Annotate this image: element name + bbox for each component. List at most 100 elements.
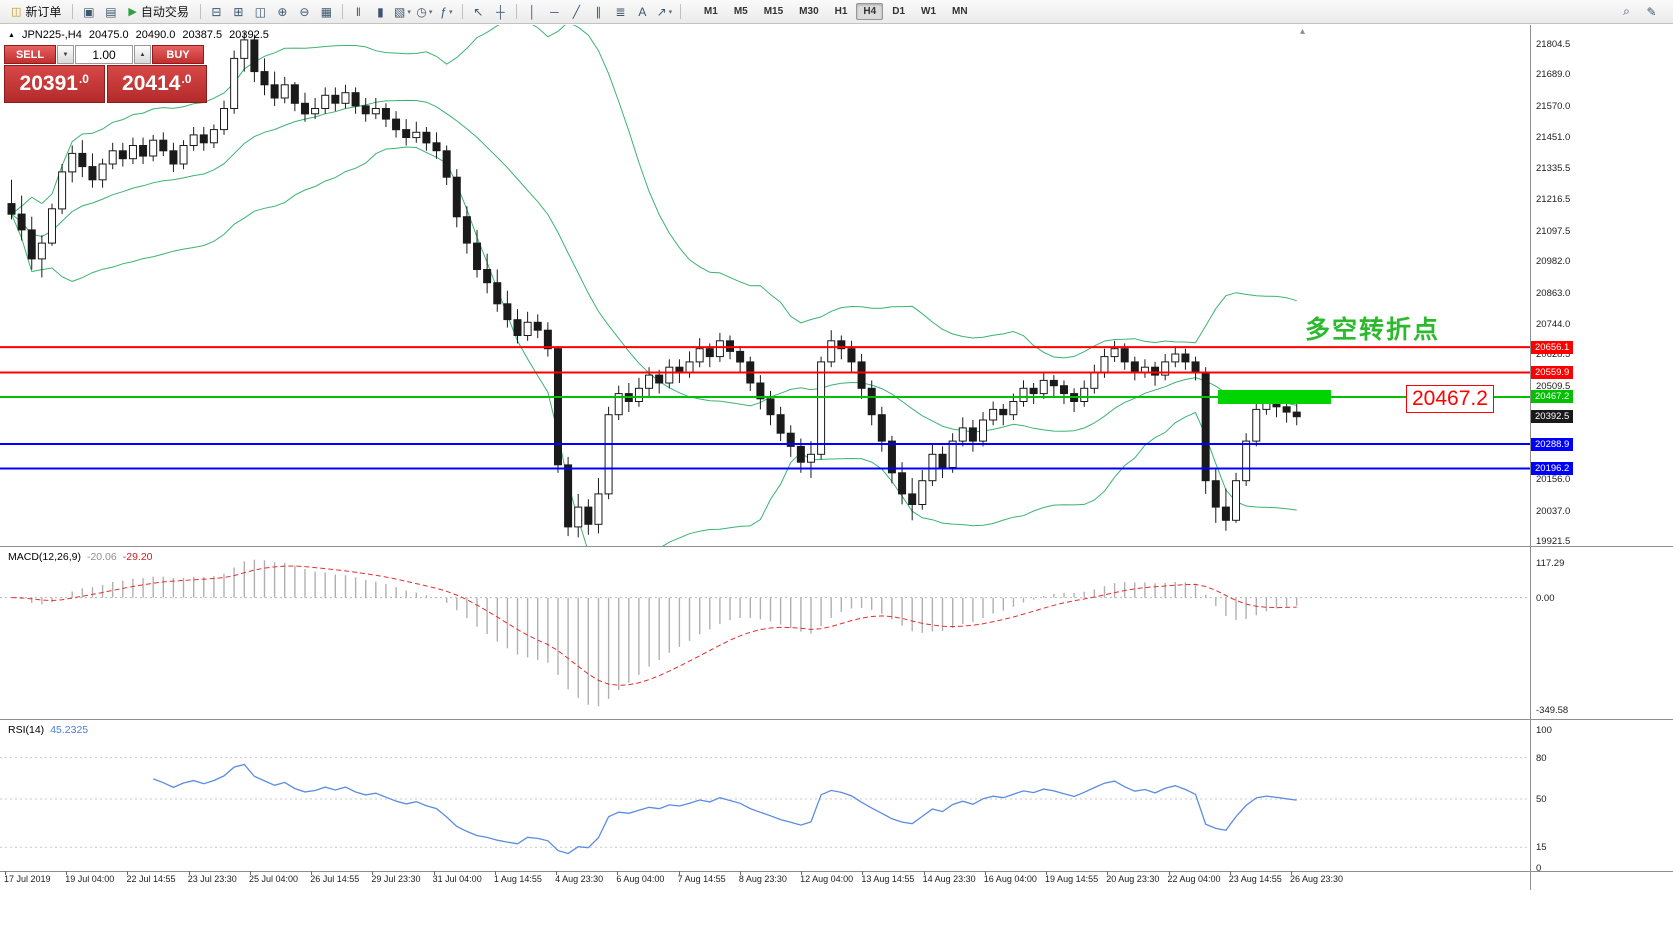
buy-button[interactable]: BUY (152, 45, 204, 64)
tile-horizontal-icon[interactable]: ⊟ (211, 4, 222, 19)
price-chart[interactable] (0, 25, 1530, 546)
candle (68, 145, 77, 183)
zoom-in-icon[interactable]: ⊕ (277, 4, 288, 19)
candle (371, 98, 380, 120)
panel-splitter[interactable] (0, 546, 1673, 547)
timeframe-button-h1[interactable]: H1 (834, 6, 848, 17)
timeframe-button-h4[interactable]: H4 (856, 3, 884, 20)
ohlc-close: 20392.5 (229, 29, 269, 41)
price-axis-label: 19921.5 (1536, 536, 1571, 547)
zoom-out-icon[interactable]: ⊖ (299, 4, 310, 19)
rsi-value: 45.2325 (50, 724, 89, 736)
timeframe-button-w1[interactable]: W1 (921, 6, 937, 17)
highlight-rectangle-object[interactable] (1218, 389, 1331, 404)
time-axis-tick (923, 871, 925, 875)
candle (1029, 383, 1038, 405)
panel-splitter[interactable] (0, 719, 1673, 720)
indicators-icon[interactable]: ƒ (436, 2, 457, 21)
buy-price-display[interactable]: 20414.0 (106, 65, 207, 103)
vertical-line-icon[interactable]: │ (528, 4, 537, 19)
macd-axis-label: -349.58 (1536, 705, 1569, 716)
new-chart-icon[interactable]: ▧ (392, 2, 413, 21)
candle (1059, 380, 1068, 405)
time-axis-label: 22 Aug 04:00 (1167, 874, 1221, 884)
sell-price-frac: .0 (78, 72, 89, 86)
crosshair-icon[interactable]: ┼ (496, 4, 505, 19)
candle (1110, 340, 1119, 362)
period-icon[interactable]: ◷ (414, 2, 435, 21)
candle (270, 71, 279, 106)
edit-icon[interactable]: ✎ (1646, 4, 1657, 19)
candle (543, 322, 552, 357)
timeframe-button-m1[interactable]: M1 (703, 6, 718, 17)
candle (442, 145, 451, 186)
candle (1140, 359, 1149, 378)
candle (1070, 388, 1079, 413)
timeframe-button-m30[interactable]: M30 (799, 6, 819, 17)
macd-axis-label: 117.29 (1536, 558, 1565, 569)
candle (139, 137, 148, 164)
candle (159, 132, 168, 156)
scroll-to-latest-icon[interactable]: ▴ (1300, 26, 1306, 37)
candle (392, 111, 401, 138)
macd-panel[interactable] (0, 548, 1530, 718)
price-axis-label: 20037.0 (1536, 505, 1571, 517)
search-icon[interactable]: ⌕ (1623, 4, 1630, 18)
one-click-trading-panel: SELL ▼ ▲ BUY 20391.0 20414.0 (4, 45, 207, 103)
arrows-icon[interactable]: ↗ (654, 2, 675, 21)
volume-up-button[interactable]: ▲ (134, 45, 151, 64)
candle (1181, 348, 1190, 370)
candle (817, 356, 826, 460)
sell-button[interactable]: SELL (4, 45, 56, 64)
timeframe-button-m5[interactable]: M5 (733, 6, 748, 17)
timeframe-button-d1[interactable]: D1 (892, 6, 906, 17)
time-axis-tick (433, 871, 435, 875)
rsi-panel[interactable] (0, 721, 1530, 870)
candle (169, 142, 178, 172)
toolbar-separator (461, 4, 463, 19)
bollinger-upper-band (11, 25, 1297, 359)
fibonacci-icon[interactable]: ≣ (615, 4, 626, 19)
market-watch-icon[interactable]: ▤ (105, 4, 117, 19)
text-label-icon[interactable]: A (638, 4, 647, 19)
trendline-icon[interactable]: ╱ (572, 4, 581, 19)
candle (209, 124, 218, 149)
turning-point-annotation[interactable]: 多空转折点 (1305, 316, 1441, 344)
time-axis-label: 19 Aug 14:55 (1045, 874, 1099, 884)
price-axis-border (1530, 25, 1531, 890)
candle (857, 354, 866, 399)
horizontal-line-icon[interactable]: ─ (550, 4, 559, 19)
timeframe-button-mn[interactable]: MN (952, 6, 968, 17)
ohlc-low: 20387.5 (182, 29, 223, 41)
candle (260, 58, 269, 96)
candle (1039, 372, 1048, 399)
time-axis-tick (311, 871, 313, 875)
cascade-windows-icon[interactable]: ◫ (254, 4, 267, 19)
equidistant-channel-icon[interactable]: ∥ (595, 4, 602, 19)
volume-down-button[interactable]: ▼ (57, 45, 74, 64)
autotrade-button[interactable]: ▶ 自动交易 (122, 2, 194, 21)
timeframe-toolbar: M1 M5 M15 M30 H1 H4 D1 W1 MN (696, 3, 976, 20)
candle (1282, 401, 1291, 423)
candle (665, 359, 674, 389)
candle (220, 100, 229, 135)
time-axis-tick (372, 871, 374, 875)
timeframe-button-m15[interactable]: M15 (763, 6, 784, 17)
cursor-icon[interactable]: ↖ (473, 4, 484, 19)
bar-chart-icon[interactable]: ǁ (355, 4, 361, 19)
candlestick-chart-icon[interactable]: ▮ (377, 4, 384, 19)
price-axis-label: 21216.5 (1536, 194, 1571, 206)
time-axis-label: 1 Aug 14:55 (493, 874, 542, 884)
volume-input[interactable] (75, 45, 133, 64)
time-axis[interactable] (0, 871, 1673, 892)
price-callout-label[interactable]: 20467.2 (1406, 385, 1494, 413)
time-axis-tick (801, 871, 803, 875)
time-axis-tick (66, 871, 68, 875)
charts-window-icon[interactable]: ▣ (83, 4, 95, 19)
candle (290, 82, 299, 112)
tile-vertical-icon[interactable]: ⊞ (233, 4, 244, 19)
new-order-button[interactable]: ◫ 新订单 (5, 2, 67, 21)
sell-price-display[interactable]: 20391.0 (4, 65, 105, 103)
grid-icon[interactable]: ▦ (320, 4, 333, 19)
